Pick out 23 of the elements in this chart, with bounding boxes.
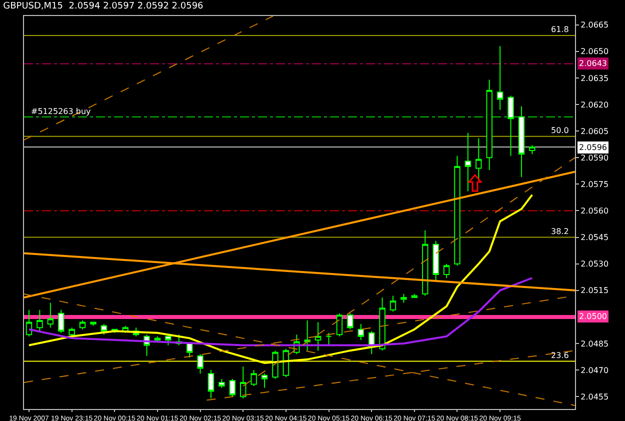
chart-title: GBPUSD,M15 2.0594 2.0597 2.0592 2.0596 [3,1,204,12]
annotation: 61.8 [551,25,569,34]
annotation: 23.6 [551,351,569,360]
y-tick-label: 2.0560 [580,206,609,216]
y-tick-label: 2.0455 [580,392,609,402]
y-tick-label: 2.0530 [580,260,609,269]
annotation: 2.0643 [579,59,607,68]
y-tick-label: 2.0470 [580,366,609,375]
annotation: 50.0 [551,126,569,135]
y-tick-label: 2.0515 [580,286,609,296]
y-tick-label: 2.0620 [580,100,609,110]
y-tick-label: 2.0665 [580,20,609,30]
y-tick-label: 2.0605 [580,126,609,136]
annotation: #5125263 buy [31,107,92,116]
y-tick-label: 2.0650 [580,47,609,56]
y-tick-label: 2.0575 [580,180,609,189]
y-tick-label: 2.0590 [580,153,609,162]
y-tick-label: 2.0545 [580,233,609,242]
y-tick-label: 2.0485 [580,339,609,348]
annotation: 2.0596 [579,143,607,152]
annotation: 38.2 [551,227,569,236]
annotation: 2.0500 [579,312,607,321]
y-tick-label: 2.0635 [580,74,609,83]
